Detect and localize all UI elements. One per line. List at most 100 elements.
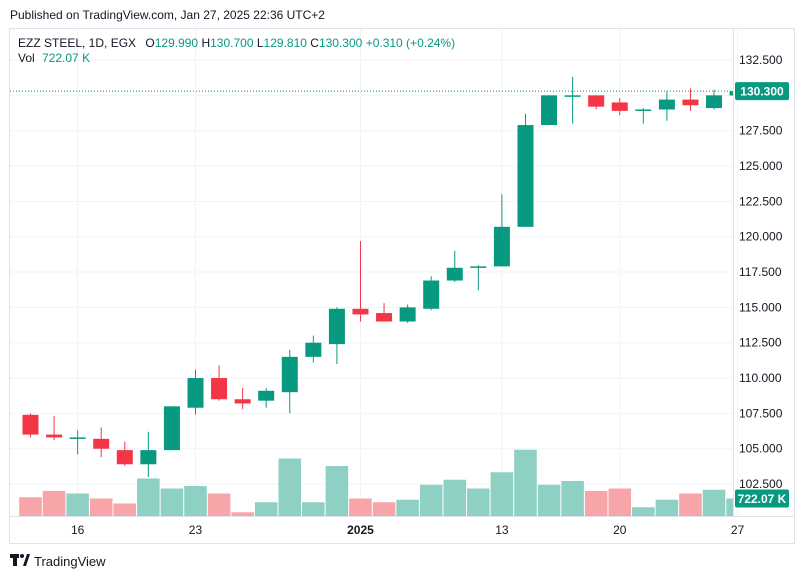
volume-bar[interactable] [254, 502, 278, 516]
x-tick-label: 27 [731, 523, 745, 537]
x-tick-label: 16 [71, 523, 85, 537]
volume-bar[interactable] [349, 498, 372, 517]
candle-body[interactable] [706, 95, 723, 109]
volume-bar[interactable] [608, 488, 632, 517]
x-tick-label: 20 [613, 523, 627, 537]
x-tick-label: 2025 [347, 523, 374, 537]
last-volume-label: 722.07 K [738, 492, 787, 506]
candle-body[interactable] [564, 95, 581, 97]
y-tick-label: 115.000 [739, 300, 782, 314]
volume-bar[interactable] [113, 503, 137, 517]
volume-bar[interactable] [584, 491, 608, 516]
volume-bar[interactable] [231, 512, 254, 516]
tradingview-brand-label: TradingView [34, 554, 106, 569]
candle-body[interactable] [423, 280, 440, 309]
last-volume-tag [735, 489, 789, 508]
volume-bar[interactable] [490, 472, 514, 516]
candle-body[interactable] [211, 378, 228, 400]
volume-bar[interactable] [89, 498, 113, 517]
candle-body[interactable] [611, 102, 628, 111]
volume-bar[interactable] [66, 493, 89, 517]
volume-legend: Vol 722.07 K [18, 51, 90, 65]
volume-bar[interactable] [160, 488, 184, 517]
candle-body[interactable] [399, 307, 416, 322]
volume-bar[interactable] [726, 498, 749, 517]
candle-body[interactable] [281, 356, 298, 393]
candle-body[interactable] [46, 434, 63, 438]
volume-bar[interactable] [396, 499, 419, 516]
x-tick-label: 13 [495, 523, 509, 537]
volume-bar[interactable] [419, 484, 443, 516]
tradingview-brand[interactable]: TradingView [10, 554, 106, 569]
candle-body[interactable] [470, 266, 487, 268]
y-tick-label: 122.500 [739, 194, 783, 208]
candle-body[interactable] [93, 438, 110, 449]
candle-body[interactable] [517, 125, 534, 227]
last-price-tag [735, 82, 789, 101]
high-label: H [201, 36, 211, 50]
volume-bar[interactable] [42, 491, 66, 516]
open-label: O [145, 36, 155, 50]
plot-area [19, 76, 749, 517]
y-tick-label: 112.500 [739, 336, 782, 350]
candle-body[interactable] [729, 91, 746, 96]
y-tick-label: 117.500 [739, 265, 782, 279]
volume-bar[interactable] [467, 488, 490, 517]
candle-body[interactable] [588, 95, 605, 107]
candle-body[interactable] [658, 99, 675, 110]
volume-bar[interactable] [278, 458, 302, 517]
volume-bar[interactable] [655, 499, 679, 516]
candle-body[interactable] [682, 99, 699, 106]
candle-body[interactable] [376, 313, 393, 322]
chart-frame[interactable] [9, 28, 795, 544]
candle-body[interactable] [635, 109, 652, 111]
volume-bar[interactable] [679, 493, 702, 517]
volume-value: 722.07 K [42, 51, 91, 65]
close-value: 130.300 [318, 36, 363, 50]
volume-label: Vol [18, 51, 35, 65]
low-label: L [256, 36, 264, 50]
y-tick-label: 110.000 [739, 371, 782, 385]
volume-bar[interactable] [537, 484, 561, 516]
volume-bar[interactable] [702, 489, 726, 516]
volume-bar[interactable] [207, 493, 231, 517]
candle-body[interactable] [258, 390, 275, 401]
y-tick-label: 132.500 [739, 53, 783, 67]
volume-bar[interactable] [137, 478, 160, 517]
x-tick-label: 23 [189, 523, 203, 537]
volume-bar[interactable] [514, 449, 537, 516]
volume-bar[interactable] [632, 507, 655, 516]
candle-body[interactable] [234, 399, 251, 404]
y-tick-label: 125.000 [739, 159, 783, 173]
candle-body[interactable] [446, 267, 463, 281]
candle-body[interactable] [187, 378, 204, 408]
candle-body[interactable] [493, 226, 510, 267]
volume-bar[interactable] [372, 502, 396, 516]
volume-bar[interactable] [302, 502, 325, 516]
candle-body[interactable] [352, 308, 369, 315]
candle-body[interactable] [541, 95, 558, 126]
y-tick-label: 120.000 [739, 230, 783, 244]
candle-body[interactable] [116, 450, 133, 465]
volume-bar[interactable] [443, 479, 467, 516]
candle-body[interactable] [305, 342, 322, 357]
close-label: C [310, 36, 319, 50]
candle-body[interactable] [69, 437, 86, 439]
legend-row: EZZ STEEL, 1D, EGX O129.990 H130.700 L12… [18, 35, 455, 51]
low-value: 129.810 [263, 36, 307, 50]
volume-bar[interactable] [184, 486, 207, 516]
candle-body[interactable] [22, 414, 39, 435]
volume-bar[interactable] [325, 466, 349, 516]
symbol-name[interactable]: EZZ STEEL, 1D, EGX [18, 36, 137, 50]
volume-bar[interactable] [561, 481, 584, 516]
open-value: 129.990 [154, 36, 199, 50]
y-tick-label: 127.500 [739, 124, 783, 138]
candle-body[interactable] [163, 406, 180, 451]
high-value: 130.700 [210, 36, 254, 50]
volume-bar[interactable] [19, 497, 42, 516]
last-price-label: 130.300 [740, 85, 784, 99]
candle-body[interactable] [140, 450, 157, 465]
candle-body[interactable] [328, 308, 345, 345]
published-note: Published on TradingView.com, Jan 27, 20… [10, 8, 325, 22]
